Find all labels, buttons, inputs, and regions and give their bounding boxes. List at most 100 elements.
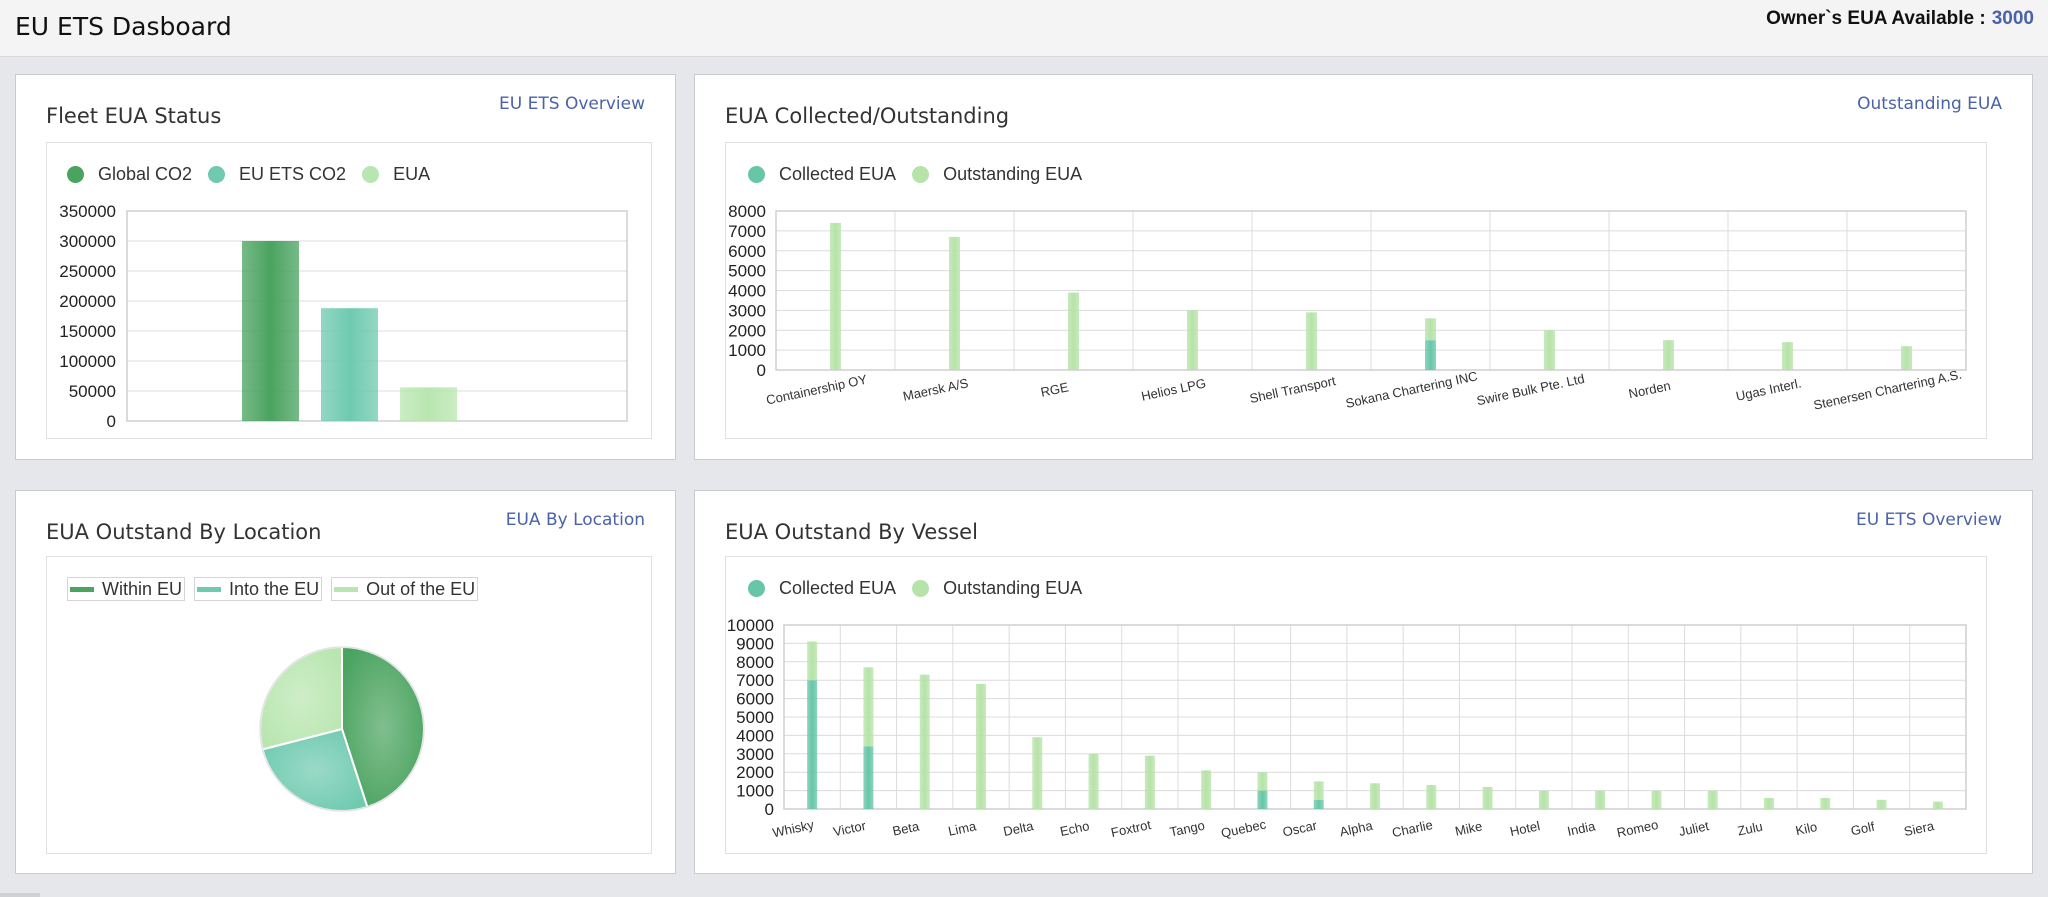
bar-outstanding [1088, 753, 1099, 809]
charterer-bar-chart: 800070006000500040003000200010000Contain… [728, 202, 1967, 413]
plot-frame [775, 210, 1967, 371]
bar-outstanding [1707, 790, 1718, 809]
y-tick-label: 1000 [736, 782, 774, 801]
eu-ets-overview-link[interactable]: EU ETS Overview [499, 94, 645, 114]
bar-eua [400, 387, 457, 421]
x-tick-label: Swire Bulk Pte. Ltd [1475, 371, 1586, 409]
vessel-legend: Collected EUA Outstanding EUA [748, 578, 1098, 599]
eua-by-location-link[interactable]: EUA By Location [505, 510, 645, 530]
legend-item-global-co2[interactable]: Global CO2 [67, 164, 192, 185]
owner-eua-label: Owner`s EUA Available : [1766, 8, 1986, 29]
legend-item-collected[interactable]: Collected EUA [748, 164, 896, 185]
y-tick-label: 0 [765, 800, 774, 819]
legend-item-outstanding[interactable]: Outstanding EUA [912, 164, 1082, 185]
bar-outstanding [1782, 342, 1793, 370]
bar-collected [1257, 790, 1268, 809]
bar-outstanding [1538, 790, 1549, 809]
y-tick-label: 9000 [736, 634, 774, 653]
legend-label: Global CO2 [98, 164, 193, 184]
legend-item-outstanding[interactable]: Outstanding EUA [912, 578, 1082, 599]
y-tick-label: 300000 [59, 232, 116, 251]
bar-outstanding [1370, 783, 1380, 809]
fleet-bar-chart: 350000 300000 250000 200000 150000 100000 5000… [59, 202, 628, 431]
global-co2-dot-icon [67, 166, 84, 183]
y-tick-label: 6000 [728, 242, 766, 261]
bar-outstanding [1144, 755, 1155, 809]
bar-outstanding [1932, 801, 1943, 809]
y-tick-label: 8000 [736, 653, 774, 672]
vessel-bar-chart: 1000090008000700060005000400030002000100… [727, 616, 1967, 841]
y-tick-label: 3000 [728, 301, 766, 320]
legend-label: Collected EUA [779, 164, 897, 184]
x-tick-label: Helios LPG [1140, 375, 1207, 403]
bar-collected [1313, 799, 1324, 809]
bar-outstanding [1651, 790, 1662, 809]
legend-label: EU ETS CO2 [239, 164, 347, 184]
eu-ets-overview-link-vessel[interactable]: EU ETS Overview [1856, 510, 2002, 530]
legend-label: Out of the EU [366, 578, 476, 599]
y-tick-label: 250000 [59, 262, 116, 281]
bar-outstanding [1187, 310, 1198, 370]
outstanding-dot-icon [912, 580, 930, 597]
legend-item-out-of-the-eu[interactable]: Out of the EU [331, 577, 479, 601]
y-tick-label: 150000 [59, 322, 116, 341]
y-tick-label: 50000 [69, 382, 116, 401]
into-the-eu-swatch-icon [197, 586, 222, 592]
bar-outstanding [1876, 799, 1887, 809]
charterer-legend: Collected EUA Outstanding EUA [748, 164, 1098, 185]
x-tick-label: Charlie [1391, 817, 1434, 840]
y-tick-label: 4000 [728, 282, 766, 301]
card-title: EUA Outstand By Vessel [725, 520, 978, 544]
legend-item-eua[interactable]: EUA [362, 164, 430, 185]
eua-dot-icon [362, 166, 380, 183]
legend-item-into-the-eu[interactable]: Into the EU [194, 577, 323, 601]
y-tick-label: 5000 [728, 262, 766, 281]
bar-outstanding [807, 641, 818, 681]
y-tick-label: 100000 [59, 352, 116, 371]
legend-label: EUA [393, 164, 431, 184]
x-tick-label: Juliet [1677, 818, 1710, 839]
bar-outstanding [1306, 312, 1317, 370]
x-tick-label: Whisky [771, 817, 816, 840]
x-tick-label: Lima [947, 818, 978, 839]
y-tick-label: 1000 [728, 341, 766, 360]
y-tick-label: 10000 [727, 616, 774, 635]
bar-outstanding [1663, 340, 1674, 370]
legend-label: Into the EU [229, 578, 320, 599]
top-bar: EU ETS Dasboard Owner`s EUA Available :3… [0, 0, 2048, 57]
bar-outstanding [1201, 770, 1212, 809]
legend-label: Outstanding EUA [943, 578, 1083, 598]
x-tick-label: Alpha [1338, 818, 1374, 840]
bar-eu-ets-co2 [321, 308, 378, 421]
owner-eua-value: 3000 [1991, 8, 2034, 29]
bar-outstanding [976, 683, 986, 809]
bar-outstanding [1313, 781, 1324, 800]
legend-item-collected[interactable]: Collected EUA [748, 578, 896, 599]
within-eu-swatch-icon [70, 586, 94, 592]
vessel-chart-box: Collected EUA Outstanding EUA 10000 9000 8… [725, 556, 1987, 854]
y-tick-label: 7000 [728, 222, 766, 241]
x-tick-label: Tango [1168, 818, 1206, 840]
bar-collected [1425, 340, 1436, 370]
bar-outstanding [1425, 318, 1436, 341]
y-tick-label: 3000 [736, 745, 774, 764]
x-tick-label: Quebec [1220, 816, 1268, 840]
legend-item-within-eu[interactable]: Within EU [67, 577, 186, 601]
bar-outstanding [1032, 737, 1043, 809]
bar-outstanding [1426, 785, 1437, 809]
x-tick-label: Echo [1059, 818, 1091, 839]
legend-label: Within EU [102, 578, 183, 599]
x-tick-label: Hotel [1509, 818, 1542, 839]
collected-dot-icon [748, 166, 765, 183]
outstanding-eua-link[interactable]: Outstanding EUA [1857, 94, 2002, 114]
out-of-the-eu-swatch-icon [334, 586, 359, 592]
x-tick-label: Ugas Interl. [1734, 375, 1802, 403]
y-tick-label: 2000 [728, 321, 766, 340]
legend-item-eu-ets-co2[interactable]: EU ETS CO2 [208, 164, 346, 185]
bar-outstanding [1257, 772, 1268, 791]
y-tick-label: 0 [107, 412, 116, 431]
bar-outstanding [1482, 786, 1493, 809]
card-title: EUA Collected/Outstanding [725, 104, 1010, 128]
eu-ets-co2-dot-icon [208, 166, 226, 183]
y-tick-label: 6000 [736, 690, 774, 709]
